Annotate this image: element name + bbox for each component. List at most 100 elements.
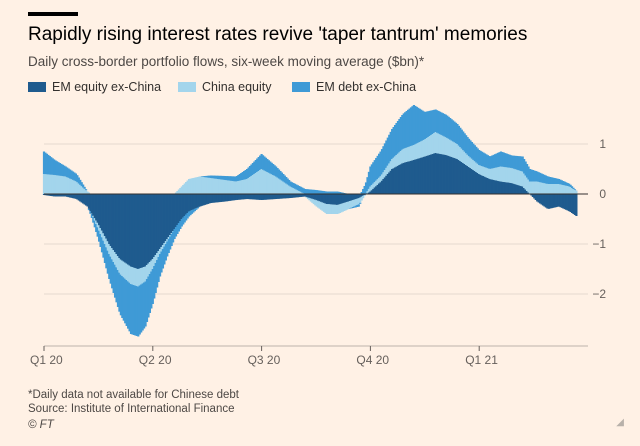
bar-segment bbox=[540, 182, 543, 194]
bar-segment bbox=[515, 169, 519, 185]
bar-segment bbox=[180, 194, 183, 219]
bar-segment bbox=[87, 192, 91, 194]
bar-segment bbox=[350, 207, 353, 209]
bar-segment bbox=[428, 110, 431, 136]
bar-segment bbox=[209, 175, 212, 178]
bar-segment bbox=[245, 194, 249, 199]
bar-segment bbox=[286, 184, 289, 194]
bar-segment bbox=[308, 194, 311, 198]
bar-segment bbox=[528, 169, 532, 182]
bar-segment bbox=[367, 188, 371, 193]
bar-segment bbox=[166, 194, 169, 239]
bar-segment bbox=[408, 146, 411, 162]
bar-segment bbox=[485, 154, 488, 168]
bar-segment bbox=[288, 194, 291, 199]
bar-segment bbox=[230, 180, 233, 194]
bar-segment bbox=[363, 186, 366, 194]
bar-segment bbox=[131, 194, 134, 267]
bar-segment bbox=[58, 163, 62, 176]
bar-segment bbox=[437, 110, 440, 134]
bar-segment bbox=[69, 194, 72, 198]
bar-segment bbox=[505, 167, 508, 183]
bar-segment bbox=[346, 194, 349, 202]
bar-segment bbox=[462, 163, 465, 194]
bar-segment bbox=[318, 194, 321, 202]
bar-segment bbox=[388, 163, 391, 173]
bar-segment bbox=[115, 267, 118, 303]
resize-handle-icon: ◢ bbox=[616, 417, 624, 428]
bar-segment bbox=[64, 194, 67, 197]
bar-segment bbox=[295, 189, 298, 194]
source-note: Source: Institute of International Finan… bbox=[28, 403, 235, 415]
bar-segment bbox=[475, 162, 478, 172]
bar-segment bbox=[187, 179, 191, 194]
bar-segment bbox=[135, 286, 138, 336]
bar-segment bbox=[61, 176, 64, 194]
bar-segment bbox=[79, 184, 82, 194]
bar-segment bbox=[227, 176, 230, 181]
bar-segment bbox=[433, 133, 436, 154]
bar-segment bbox=[296, 185, 299, 191]
bar-segment bbox=[396, 121, 400, 154]
bar-segment bbox=[232, 194, 236, 201]
bar-segment bbox=[353, 206, 356, 208]
bar-segment bbox=[47, 174, 50, 194]
bar-segment bbox=[169, 236, 172, 250]
bar-segment bbox=[257, 194, 260, 200]
bar-segment bbox=[166, 239, 169, 242]
bar-segment bbox=[176, 225, 179, 234]
bar-segment bbox=[73, 194, 76, 199]
bar-segment bbox=[362, 194, 365, 196]
bar-segment bbox=[521, 171, 524, 187]
bar-segment bbox=[298, 186, 301, 191]
bar-segment bbox=[351, 207, 355, 208]
bar-segment bbox=[84, 189, 88, 191]
bar-segment bbox=[520, 171, 523, 187]
bar-segment bbox=[187, 211, 191, 217]
bar-segment bbox=[568, 183, 571, 187]
bar-segment bbox=[559, 194, 562, 208]
bar-segment bbox=[559, 179, 562, 185]
bar-segment bbox=[288, 180, 291, 186]
bar-segment bbox=[292, 194, 295, 198]
bar-segment bbox=[383, 143, 387, 170]
bar-segment bbox=[327, 191, 330, 194]
x-tick-label: Q1 20 bbox=[30, 353, 63, 367]
bar-segment bbox=[127, 281, 130, 329]
bar-segment bbox=[482, 166, 485, 176]
bar-segment bbox=[319, 201, 323, 210]
bar-segment bbox=[563, 194, 566, 210]
bar-segment bbox=[338, 192, 342, 194]
bar-segment bbox=[465, 153, 468, 165]
bar-segment bbox=[203, 194, 207, 205]
bar-segment bbox=[64, 176, 67, 194]
bar-segment bbox=[393, 167, 397, 194]
bar-segment bbox=[557, 194, 561, 207]
bar-segment bbox=[283, 182, 286, 194]
bar-segment bbox=[351, 194, 355, 201]
bar-segment bbox=[481, 166, 484, 176]
bar-segment bbox=[71, 179, 75, 194]
bar-segment bbox=[257, 171, 260, 194]
bar-segment bbox=[51, 158, 54, 175]
bar-segment bbox=[276, 177, 279, 194]
bar-segment bbox=[202, 176, 205, 177]
bar-segment bbox=[488, 178, 491, 194]
chart-subtitle: Daily cross-border portfolio flows, six-… bbox=[28, 54, 425, 69]
bar-segment bbox=[383, 170, 387, 178]
bar-segment bbox=[179, 194, 182, 221]
bar-segment bbox=[550, 194, 553, 209]
bar-segment bbox=[473, 161, 476, 171]
bar-segment bbox=[83, 194, 86, 205]
bar-segment bbox=[457, 125, 460, 146]
bar-segment bbox=[183, 183, 186, 194]
bar-segment bbox=[66, 167, 69, 178]
bar-segment bbox=[76, 175, 79, 183]
bar-segment bbox=[80, 194, 83, 203]
bar-segment bbox=[449, 139, 452, 157]
bar-segment bbox=[539, 194, 542, 204]
bar-segment bbox=[483, 153, 487, 168]
bar-segment bbox=[55, 161, 59, 176]
bar-segment bbox=[54, 160, 57, 176]
bar-segment bbox=[305, 189, 308, 194]
